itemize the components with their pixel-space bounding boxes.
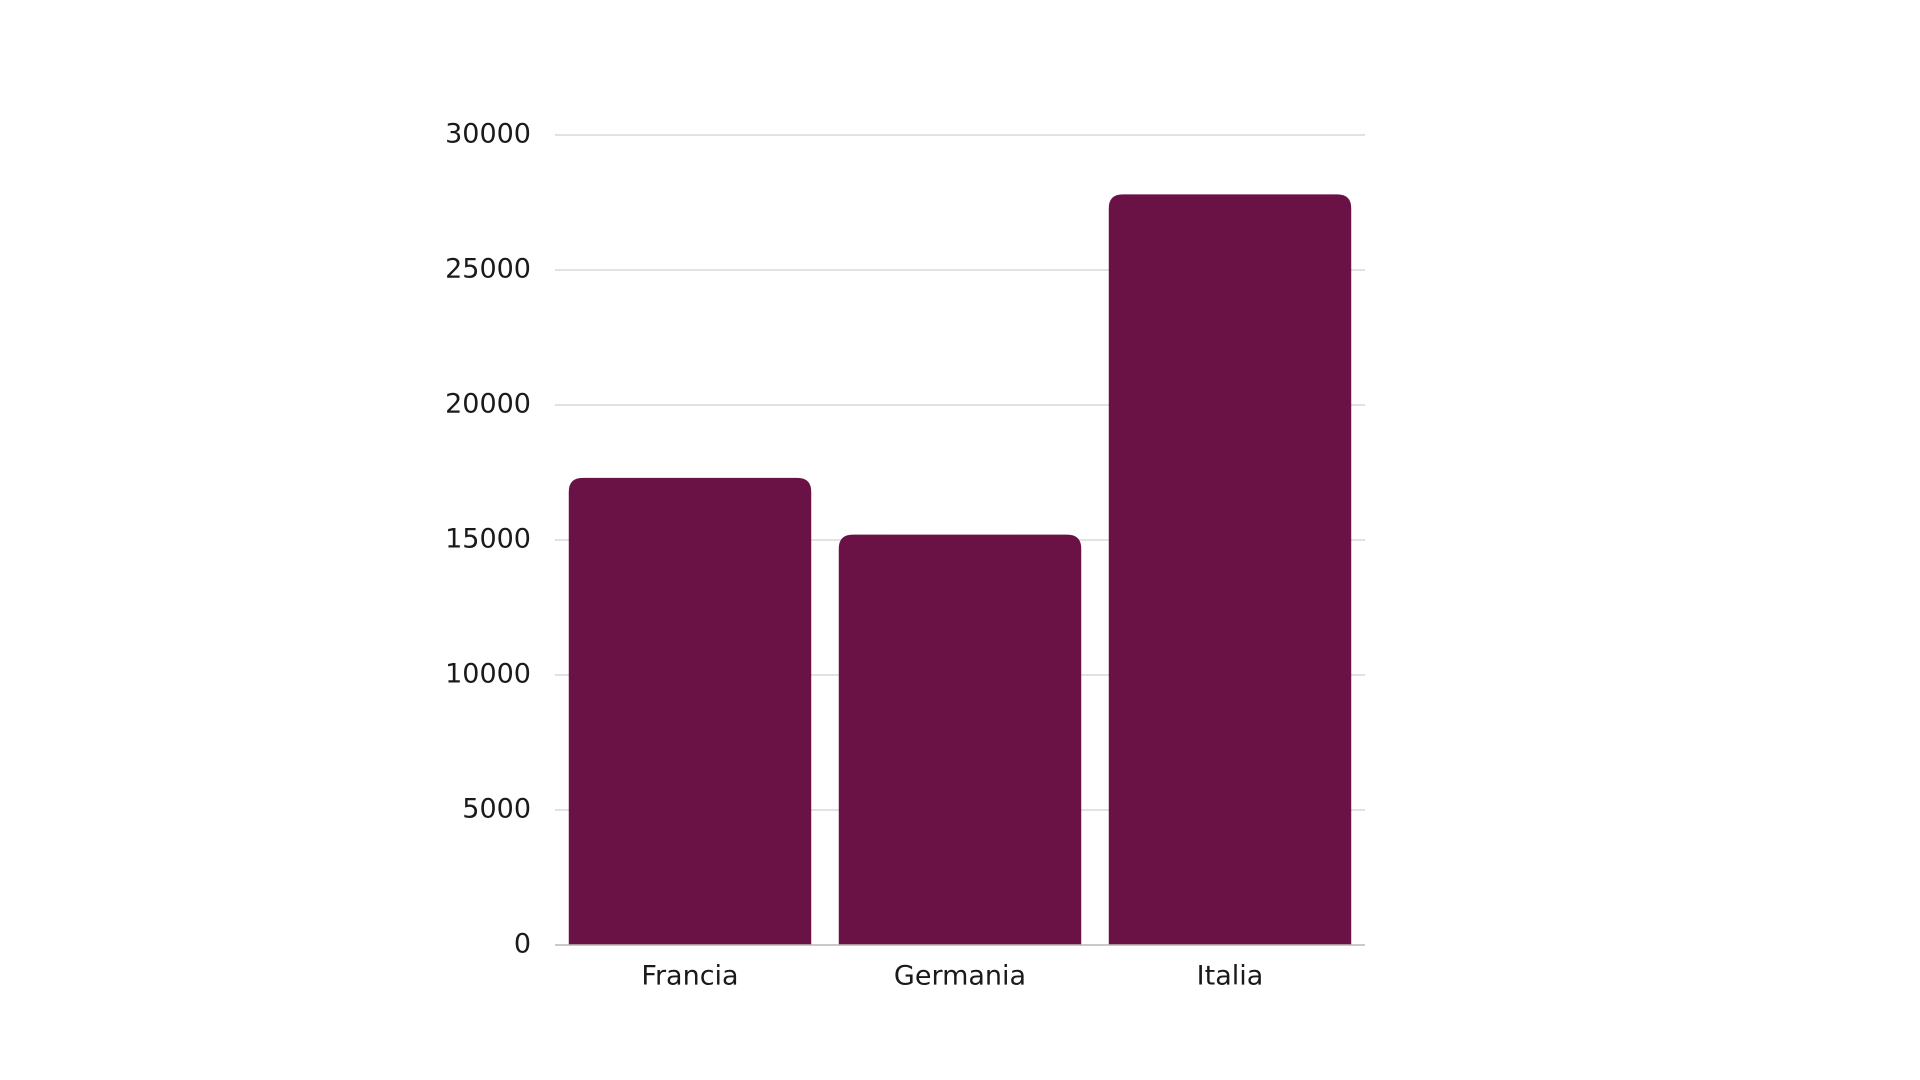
bar — [568, 477, 812, 945]
y-tick-label: 25000 — [445, 254, 531, 285]
y-tick-label: 5000 — [462, 794, 531, 825]
x-tick-label: Italia — [1197, 961, 1264, 992]
y-tick-label: 30000 — [445, 119, 531, 150]
y-tick-label: 15000 — [445, 524, 531, 555]
x-tick-label: Germania — [894, 961, 1026, 992]
bar — [838, 534, 1082, 945]
y-tick-label: 10000 — [445, 659, 531, 690]
x-tick-label: Francia — [641, 961, 738, 992]
y-tick-label: 0 — [514, 929, 531, 960]
y-tick-label: 20000 — [445, 389, 531, 420]
bar — [1108, 194, 1352, 945]
